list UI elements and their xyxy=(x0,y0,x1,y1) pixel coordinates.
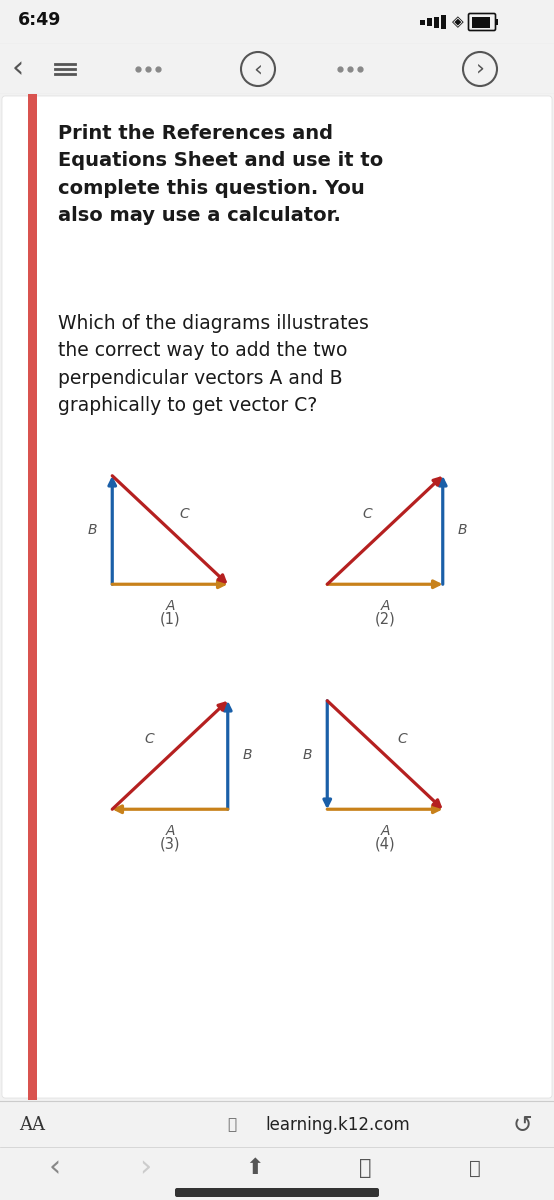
Text: ‹: ‹ xyxy=(12,54,24,84)
Text: Print the References and
Equations Sheet and use it to
complete this question. Y: Print the References and Equations Sheet… xyxy=(58,124,383,224)
Text: A: A xyxy=(165,824,175,838)
Text: C: C xyxy=(179,506,189,521)
Text: C: C xyxy=(397,732,407,745)
Bar xyxy=(495,19,497,25)
Text: ›: › xyxy=(139,1153,151,1182)
Bar xyxy=(427,18,432,26)
Text: ↺: ↺ xyxy=(512,1114,532,1138)
FancyBboxPatch shape xyxy=(175,1188,379,1198)
Bar xyxy=(420,19,425,24)
Text: AA: AA xyxy=(19,1116,45,1134)
Bar xyxy=(28,94,37,1100)
FancyBboxPatch shape xyxy=(2,96,552,1098)
Text: ›: › xyxy=(475,58,485,78)
Text: C: C xyxy=(145,732,154,745)
Text: learning.k12.com: learning.k12.com xyxy=(265,1116,410,1134)
Bar xyxy=(434,17,439,28)
Text: ⧉: ⧉ xyxy=(469,1158,481,1177)
Text: A: A xyxy=(165,599,175,613)
Text: Which of the diagrams illustrates
the correct way to add the two
perpendicular v: Which of the diagrams illustrates the co… xyxy=(58,314,369,415)
Text: A: A xyxy=(380,824,390,838)
Text: 6:49: 6:49 xyxy=(18,11,61,29)
Bar xyxy=(471,17,490,28)
Text: B: B xyxy=(88,523,98,538)
Text: (3): (3) xyxy=(160,836,180,852)
Text: B: B xyxy=(303,748,312,762)
Text: ◈: ◈ xyxy=(452,14,464,30)
Text: ‹: ‹ xyxy=(49,1153,61,1182)
Bar xyxy=(441,14,446,29)
Text: (2): (2) xyxy=(375,612,396,626)
Text: ‹: ‹ xyxy=(254,59,263,79)
Text: ⬆: ⬆ xyxy=(245,1158,264,1178)
Text: (1): (1) xyxy=(160,612,180,626)
Text: B: B xyxy=(458,523,467,538)
Text: (4): (4) xyxy=(375,836,396,852)
Text: C: C xyxy=(363,506,372,521)
Text: B: B xyxy=(243,748,252,762)
Text: A: A xyxy=(380,599,390,613)
Text: 🔒: 🔒 xyxy=(228,1117,237,1133)
Text: 📖: 📖 xyxy=(359,1158,371,1178)
